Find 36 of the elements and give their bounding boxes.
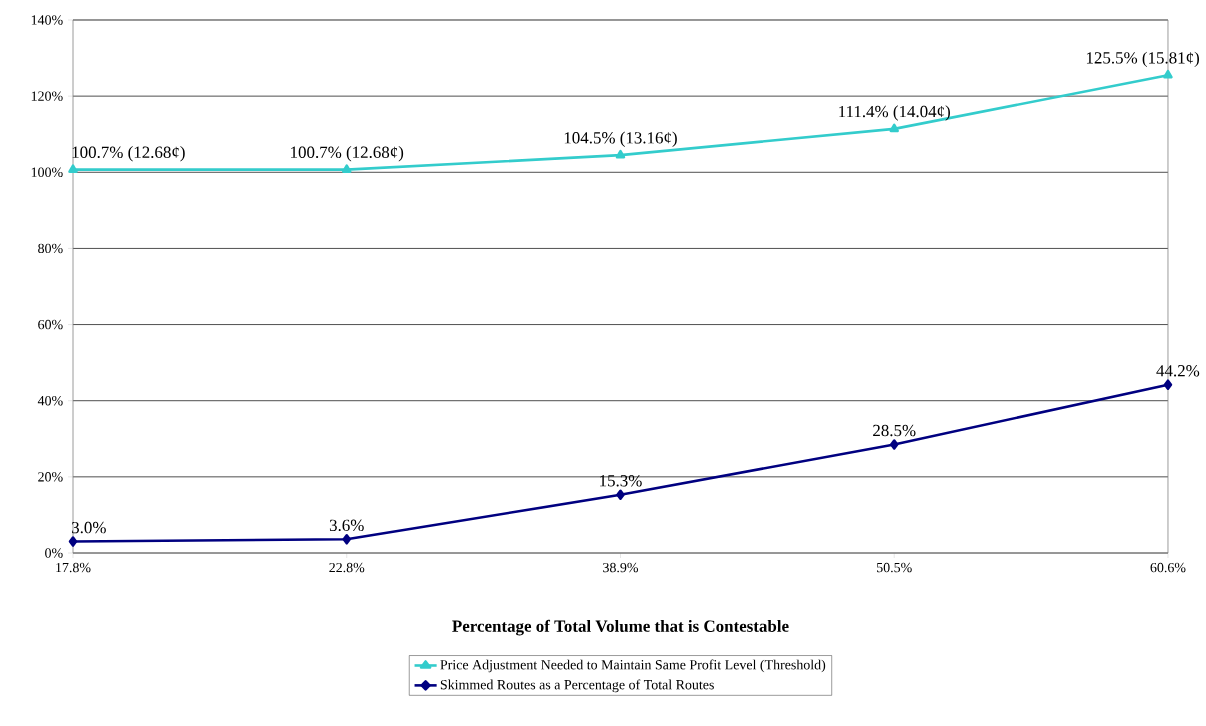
- legend-label: Skimmed Routes as a Percentage of Total Routes: [440, 679, 714, 693]
- x-tick-label: 22.8%: [329, 562, 365, 573]
- y-tick-label: 20%: [38, 472, 63, 482]
- point: [1163, 379, 1173, 391]
- data-label: 28.5%: [873, 424, 916, 437]
- point: [68, 164, 78, 173]
- y-tick-label: 140%: [31, 15, 63, 25]
- point: [615, 149, 626, 159]
- data-label: 44.2%: [1156, 365, 1200, 377]
- point: [616, 489, 625, 501]
- point: [889, 439, 899, 450]
- data-label: 111.4% (14.04¢): [839, 105, 950, 121]
- y-tick-label: 100%: [31, 167, 63, 178]
- y-tick-label: 80%: [38, 243, 63, 254]
- data-label: 100.7% (12.68¢): [72, 146, 185, 162]
- point: [342, 534, 352, 545]
- y-tick-label: 40%: [37, 395, 63, 406]
- point: [889, 123, 899, 133]
- data-label: 125.5% (15.81¢): [1086, 51, 1199, 67]
- data-label: 104.5% (13.16¢): [564, 131, 677, 147]
- point: [1163, 69, 1173, 79]
- data-label: 100.7% (12.68¢): [291, 146, 404, 162]
- y-tick-label: 60%: [38, 319, 63, 330]
- x-tick-label: 50.5%: [877, 562, 912, 573]
- y-tick-label: 120%: [31, 91, 63, 101]
- legend-label: Price Adjustment Needed to Maintain Same Profit Level (Threshold): [440, 659, 826, 673]
- point: [341, 164, 352, 173]
- x-tick-label: 60.6%: [1150, 562, 1186, 573]
- x-tick-label: 17.8%: [56, 562, 91, 573]
- data-label: 3.0%: [72, 521, 106, 534]
- x-axis-title: Percentage of Total Volume that is Contestable: [452, 619, 789, 636]
- data-label: 15.3%: [600, 475, 642, 487]
- y-tick-label: 0%: [45, 548, 63, 558]
- x-tick-label: 38.9%: [603, 562, 639, 573]
- data-label: 3.6%: [329, 519, 364, 532]
- point: [68, 536, 78, 547]
